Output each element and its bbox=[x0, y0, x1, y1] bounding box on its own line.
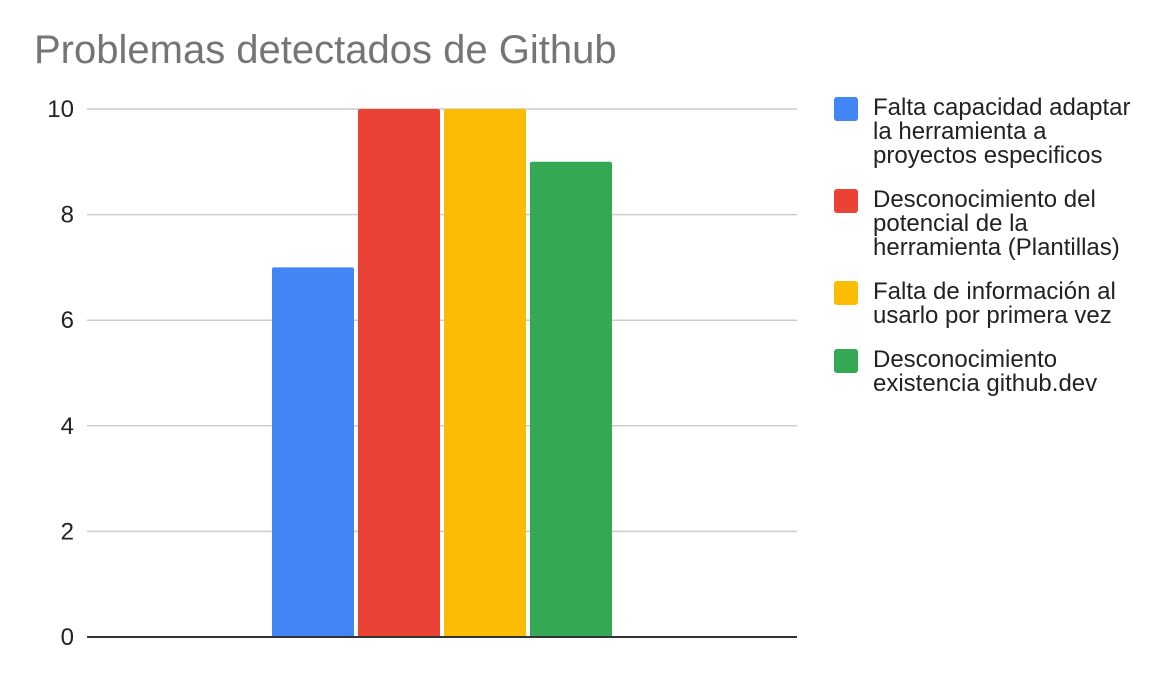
bar bbox=[444, 109, 526, 637]
y-tick-label: 10 bbox=[47, 96, 74, 123]
bar bbox=[358, 109, 440, 637]
gridlines bbox=[87, 108, 797, 533]
legend-swatch bbox=[834, 189, 858, 213]
legend-label: Falta de información al usarlo por prime… bbox=[873, 278, 1116, 329]
y-tick-label: 2 bbox=[61, 518, 74, 545]
y-axis-ticks: 0 2 4 6 8 10 bbox=[47, 96, 74, 651]
y-tick-label: 0 bbox=[61, 624, 74, 651]
legend-label: Falta capacidad adaptar la herramienta a… bbox=[873, 94, 1131, 169]
bar bbox=[530, 161, 612, 638]
bar bbox=[272, 267, 354, 637]
legend-item: Falta capacidad adaptar la herramienta a… bbox=[834, 96, 1144, 168]
legend-swatch bbox=[834, 97, 858, 121]
legend-item: Desconocimiento existencia github.dev bbox=[834, 348, 1144, 396]
legend-label: Desconocimiento del potencial de la herr… bbox=[873, 186, 1120, 261]
legend-item: Desconocimiento del potencial de la herr… bbox=[834, 188, 1144, 260]
legend-label: Desconocimiento existencia github.dev bbox=[873, 346, 1098, 397]
y-tick-label: 4 bbox=[61, 413, 74, 440]
bars bbox=[272, 109, 612, 638]
legend: Falta capacidad adaptar la herramienta a… bbox=[834, 96, 1144, 416]
legend-swatch bbox=[834, 281, 858, 305]
legend-item: Falta de información al usarlo por prime… bbox=[834, 280, 1144, 328]
y-tick-label: 6 bbox=[61, 307, 74, 334]
y-tick-label: 8 bbox=[61, 202, 74, 229]
chart-title: Problemas detectados de Github bbox=[34, 28, 617, 72]
legend-swatch bbox=[834, 349, 858, 373]
